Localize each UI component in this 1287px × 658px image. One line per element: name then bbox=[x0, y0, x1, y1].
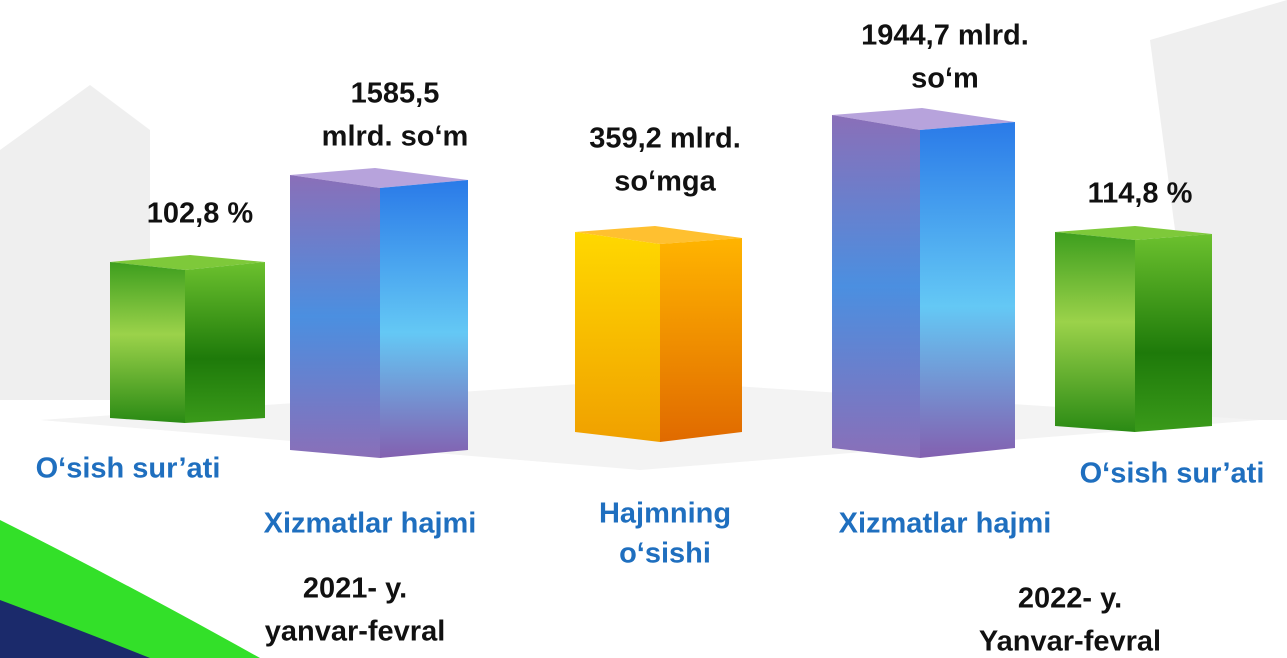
item-label: Hajmning bbox=[599, 498, 731, 530]
period-label: 2022- y. bbox=[1018, 583, 1122, 615]
period-label: 2021- y. bbox=[303, 573, 407, 605]
item-label: O‘sish sur’ati bbox=[36, 453, 221, 485]
boxes bbox=[110, 108, 1212, 458]
value-label: 359,2 mlrd. bbox=[589, 123, 741, 155]
box bbox=[832, 108, 1015, 458]
box bbox=[290, 168, 468, 458]
box bbox=[110, 255, 265, 423]
period-label: yanvar-fevral bbox=[265, 616, 446, 648]
item-label: Xizmatlar hajmi bbox=[264, 508, 477, 540]
box bbox=[575, 226, 742, 442]
value-label: 114,8 % bbox=[1088, 178, 1193, 210]
item-label: o‘sishi bbox=[619, 538, 711, 570]
value-label: 1944,7 mlrd. bbox=[861, 20, 1029, 52]
value-label: so‘mga bbox=[614, 166, 716, 198]
period-label: Yanvar-fevral bbox=[979, 626, 1161, 658]
item-label: Xizmatlar hajmi bbox=[839, 508, 1052, 540]
item-label: O‘sish sur’ati bbox=[1080, 458, 1265, 490]
value-label: so‘m bbox=[911, 63, 979, 95]
value-label: mlrd. so‘m bbox=[322, 121, 469, 153]
value-label: 102,8 % bbox=[147, 198, 254, 230]
box bbox=[1055, 226, 1212, 432]
value-label: 1585,5 bbox=[351, 78, 440, 110]
